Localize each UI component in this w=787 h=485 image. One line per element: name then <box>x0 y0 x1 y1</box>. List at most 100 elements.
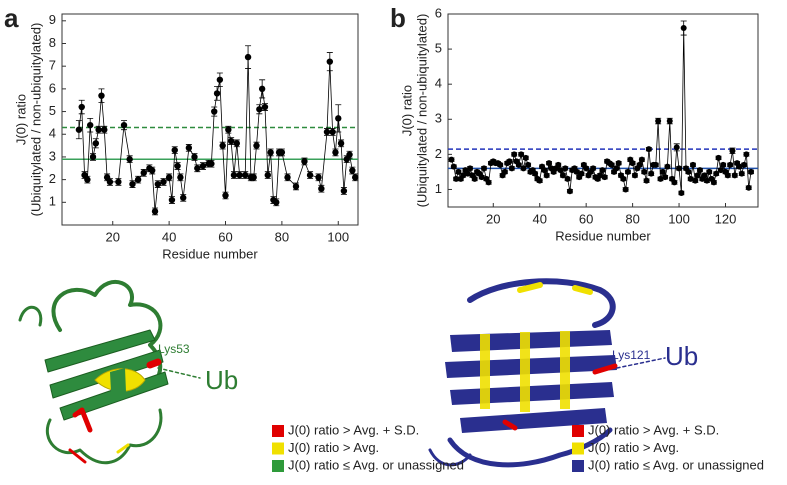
data-point <box>573 168 580 175</box>
data-point <box>662 174 669 181</box>
x-tick-label: 100 <box>668 211 690 226</box>
data-point <box>171 146 178 154</box>
x-tick-label: 40 <box>162 229 176 244</box>
data-point <box>508 165 515 172</box>
data-point <box>511 151 518 158</box>
data-point <box>546 160 553 167</box>
data-point <box>219 142 226 149</box>
data-point <box>583 165 590 172</box>
x-tick-label: 100 <box>327 229 349 244</box>
x-tick-label: 120 <box>715 211 737 226</box>
data-point <box>230 171 238 179</box>
data-point <box>666 118 673 125</box>
data-point <box>318 185 325 192</box>
residue-label: Lys121 <box>612 348 651 362</box>
data-point <box>518 151 525 158</box>
data-point <box>713 170 720 177</box>
data-point <box>84 176 91 183</box>
y-tick-label: 5 <box>435 41 442 56</box>
data-point <box>676 165 683 172</box>
data-point <box>168 196 176 204</box>
data-point <box>180 194 187 201</box>
data-point <box>120 121 128 129</box>
data-point <box>216 76 224 83</box>
data-point <box>86 121 94 129</box>
data-point <box>631 172 638 179</box>
data-point <box>292 183 300 190</box>
data-point <box>315 174 322 181</box>
data-point <box>199 162 207 170</box>
data-point <box>536 177 543 184</box>
y-tick-label: 3 <box>49 148 56 163</box>
data-point <box>134 176 142 183</box>
data-point <box>253 142 260 149</box>
data-point <box>652 161 659 168</box>
structure-b <box>428 278 666 468</box>
data-point <box>301 158 308 165</box>
data-point <box>599 167 606 174</box>
data-point <box>471 175 478 182</box>
data-point <box>464 170 471 177</box>
data-point <box>140 169 147 177</box>
data-point <box>346 151 353 158</box>
legend-swatch <box>572 425 584 437</box>
data-point <box>624 168 631 175</box>
data-point <box>680 25 687 32</box>
legend-label: J(0) ratio ≤ Avg. or unassigned <box>288 457 464 472</box>
data-point <box>126 156 133 163</box>
data-point <box>720 161 727 168</box>
panel-label: a <box>4 3 19 33</box>
ub-label: Ub <box>205 365 238 395</box>
data-point <box>185 144 193 152</box>
data-point <box>244 53 252 61</box>
data-point <box>332 149 339 156</box>
data-point <box>222 192 229 199</box>
data-point <box>641 168 648 175</box>
data-point <box>478 174 485 181</box>
y-axis-label: J(0) ratio <box>399 85 414 136</box>
legend-swatch <box>272 442 284 455</box>
x-tick-label: 20 <box>106 229 120 244</box>
data-point <box>233 140 240 147</box>
x-tick-label: 80 <box>625 211 639 226</box>
data-point <box>326 58 334 65</box>
y-tick-label: 4 <box>49 126 56 141</box>
data-point <box>578 170 585 177</box>
panel-label: b <box>390 3 406 33</box>
data-point <box>645 146 652 153</box>
data-point <box>174 162 181 170</box>
residue-label: Lys53 <box>158 342 190 356</box>
data-point <box>92 140 100 147</box>
y-tick-label: 8 <box>49 35 56 50</box>
data-point <box>258 85 266 93</box>
data-point <box>467 165 474 172</box>
data-point <box>673 144 680 151</box>
legend-label: J(0) ratio > Avg. + S.D. <box>288 422 419 437</box>
data-point <box>351 174 359 181</box>
data-point <box>337 140 345 147</box>
legend-swatch <box>272 425 284 437</box>
data-point <box>78 103 85 111</box>
data-point <box>236 171 243 179</box>
data-point <box>256 106 263 113</box>
y-tick-label: 2 <box>435 146 442 161</box>
data-point <box>657 175 664 182</box>
data-point <box>566 188 573 195</box>
data-point <box>706 168 713 175</box>
data-point <box>643 177 650 184</box>
data-point <box>692 177 699 184</box>
data-point <box>450 163 457 170</box>
x-tick-label: 80 <box>275 229 289 244</box>
y-axis-label: J(0) ratio <box>13 94 28 145</box>
data-point <box>638 156 645 163</box>
y-tick-label: 1 <box>435 181 442 196</box>
data-point <box>515 161 522 168</box>
legend-label: J(0) ratio > Avg. + S.D. <box>588 422 719 437</box>
data-point <box>106 178 114 186</box>
y-tick-label: 1 <box>49 194 56 209</box>
data-point <box>696 167 703 174</box>
data-point <box>724 172 731 179</box>
data-point <box>165 174 173 181</box>
data-point <box>541 167 548 174</box>
